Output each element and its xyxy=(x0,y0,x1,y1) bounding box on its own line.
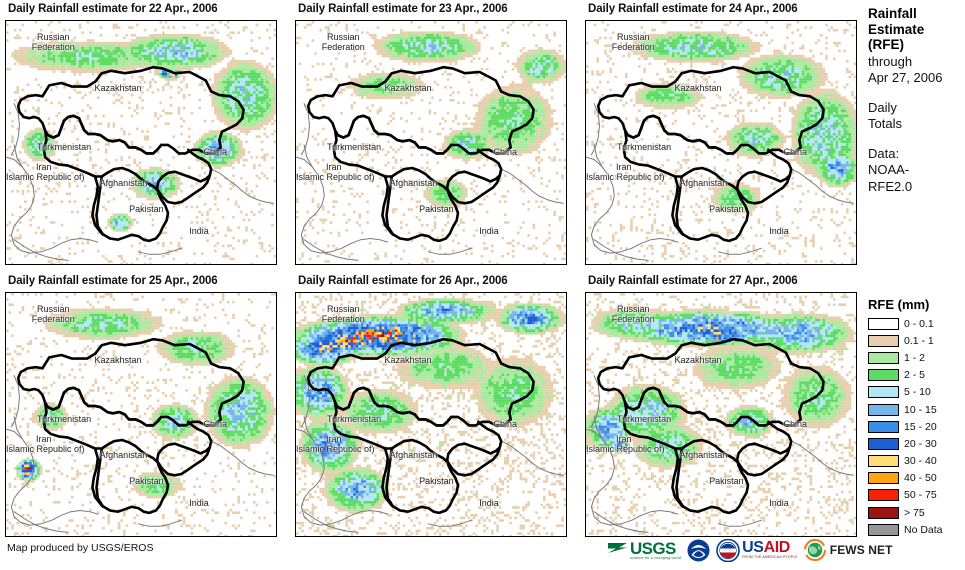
legend-swatch xyxy=(868,420,899,433)
rainfall-raster xyxy=(6,293,276,536)
rail-through-date: Apr 27, 2006 xyxy=(868,70,943,85)
rail-data-line-3: RFE2.0 xyxy=(868,178,913,194)
legend-swatch xyxy=(868,351,899,364)
rainfall-raster xyxy=(6,21,276,264)
legend-row: 50 - 75 xyxy=(868,487,965,504)
usgs-wave-icon xyxy=(608,543,627,553)
legend-row: 40 - 50 xyxy=(868,470,965,487)
usaid-seal-icon xyxy=(716,538,740,562)
map-panel-title: Daily Rainfall estimate for 22 Apr., 200… xyxy=(8,3,218,15)
legend-items: 0 - 0.1 0.1 - 1 1 - 2 2 - 5 5 - 10 10 - 15 15 … xyxy=(868,315,965,538)
usaid-word-us: US xyxy=(742,539,764,556)
usaid-logo: USAID FROM THE AMERICAN PEOPLE xyxy=(716,537,798,563)
legend-label: 5 - 10 xyxy=(904,386,931,399)
legend-label: 10 - 15 xyxy=(904,403,937,416)
rail-totals-line-1: Daily xyxy=(868,99,897,115)
rainfall-raster xyxy=(586,293,856,536)
usaid-tagline: FROM THE AMERICAN PEOPLE xyxy=(742,555,798,559)
legend-swatch xyxy=(868,317,899,330)
rainfall-raster xyxy=(586,21,856,264)
legend-label: 15 - 20 xyxy=(904,420,937,433)
map-panel-title: Daily Rainfall estimate for 27 Apr., 200… xyxy=(588,275,798,287)
usgs-wordmark: USGS xyxy=(630,538,676,558)
legend-swatch xyxy=(868,506,899,519)
legend-swatch xyxy=(868,403,899,416)
legend-row: 10 - 15 xyxy=(868,401,965,418)
map-panel-2: Daily Rainfall estimate for 23 Apr., 200… xyxy=(295,2,567,265)
rail-title-line-2: Estimate xyxy=(868,21,925,37)
legend-row: No Data xyxy=(868,521,965,538)
legend-label: 20 - 30 xyxy=(904,437,937,450)
legend-swatch xyxy=(868,455,899,468)
map-panel-4: Daily Rainfall estimate for 25 Apr., 200… xyxy=(5,274,277,537)
legend-label: > 75 xyxy=(904,506,925,519)
rail-title-line-1: Rainfall xyxy=(868,6,917,21)
map-frame[interactable]: Russian Federation Kazakhstan Turkmenistan I… xyxy=(585,292,857,537)
fews-globe-icon xyxy=(803,539,826,561)
legend-swatch xyxy=(868,437,899,450)
rail-totals-line-2: Totals xyxy=(868,116,902,131)
noaa-logo xyxy=(687,537,710,563)
legend-swatch xyxy=(868,472,899,485)
legend-label: 2 - 5 xyxy=(904,369,926,382)
map-panel-title: Daily Rainfall estimate for 25 Apr., 200… xyxy=(8,275,218,287)
map-frame[interactable]: Russian Federation Kazakhstan Turkmenistan I… xyxy=(5,292,277,537)
map-panel-title: Daily Rainfall estimate for 23 Apr., 200… xyxy=(298,3,508,15)
legend-label: 1 - 2 xyxy=(904,351,926,364)
legend-label: No Data xyxy=(904,523,943,536)
fews-wordmark: FEWS NET xyxy=(829,543,893,557)
legend-row: 0 - 0.1 xyxy=(868,315,965,332)
map-frame[interactable]: Russian Federation Kazakhstan Turkmenistan I… xyxy=(5,20,277,265)
legend-swatch xyxy=(868,334,899,347)
legend-row: 1 - 2 xyxy=(868,349,965,366)
usgs-tagline: science for a changing world xyxy=(630,555,682,560)
rail-through-label: through xyxy=(868,53,913,69)
usgs-logo: USGS science for a changing world xyxy=(607,537,681,563)
fews-net-logo: FEWS NET xyxy=(803,537,893,563)
legend-swatch xyxy=(868,523,899,536)
rail-title-line-3: (RFE) xyxy=(868,37,904,52)
map-panel-title: Daily Rainfall estimate for 24 Apr., 200… xyxy=(588,3,798,15)
legend-row: 20 - 30 xyxy=(868,435,965,452)
noaa-seal-icon xyxy=(687,539,710,561)
map-frame[interactable]: Russian Federation Kazakhstan Turkmenistan I… xyxy=(295,292,567,537)
legend-label: 30 - 40 xyxy=(904,455,937,468)
legend-row: 5 - 10 xyxy=(868,384,965,401)
legend-row: 2 - 5 xyxy=(868,367,965,384)
map-panel-title: Daily Rainfall estimate for 26 Apr., 200… xyxy=(298,275,508,287)
legend-row: 30 - 40 xyxy=(868,453,965,470)
legend-row: 0.1 - 1 xyxy=(868,332,965,349)
rail-data-line-2: NOAA- xyxy=(868,162,910,177)
map-panel-5: Daily Rainfall estimate for 26 Apr., 200… xyxy=(295,274,567,537)
map-panel-3: Daily Rainfall estimate for 24 Apr., 200… xyxy=(585,2,857,265)
legend-swatch xyxy=(868,369,899,382)
usaid-word-aid: AID xyxy=(763,539,791,556)
legend-title: RFE (mm) xyxy=(868,297,930,312)
legend-swatch xyxy=(868,489,899,502)
rail-data-line-1: Data: xyxy=(868,145,900,161)
usaid-wordmark: USAID xyxy=(742,539,798,556)
legend-row: > 75 xyxy=(868,504,965,521)
map-panel-6: Daily Rainfall estimate for 27 Apr., 200… xyxy=(585,274,857,537)
legend-label: 40 - 50 xyxy=(904,472,937,485)
agency-logos: USGS science for a changing world xyxy=(607,537,899,563)
legend-label: 0.1 - 1 xyxy=(904,334,934,347)
title-rail: Rainfall Estimate (RFE) through Apr 27, … xyxy=(868,6,965,194)
map-frame[interactable]: Russian Federation Kazakhstan Turkmenistan I… xyxy=(585,20,857,265)
legend-swatch xyxy=(868,386,899,399)
legend-label: 0 - 0.1 xyxy=(904,317,934,330)
rainfall-raster xyxy=(296,21,566,264)
map-frame[interactable]: Russian Federation Kazakhstan Turkmenistan I… xyxy=(295,20,567,265)
legend-label: 50 - 75 xyxy=(904,489,937,502)
producer-note: Map produced by USGS/EROS xyxy=(7,542,154,554)
rfe-legend: RFE (mm) 0 - 0.1 0.1 - 1 1 - 2 2 - 5 5 - 10 1… xyxy=(868,297,965,538)
legend-row: 15 - 20 xyxy=(868,418,965,435)
rainfall-raster xyxy=(296,293,566,536)
map-panel-1: Daily Rainfall estimate for 22 Apr., 200… xyxy=(5,2,277,265)
